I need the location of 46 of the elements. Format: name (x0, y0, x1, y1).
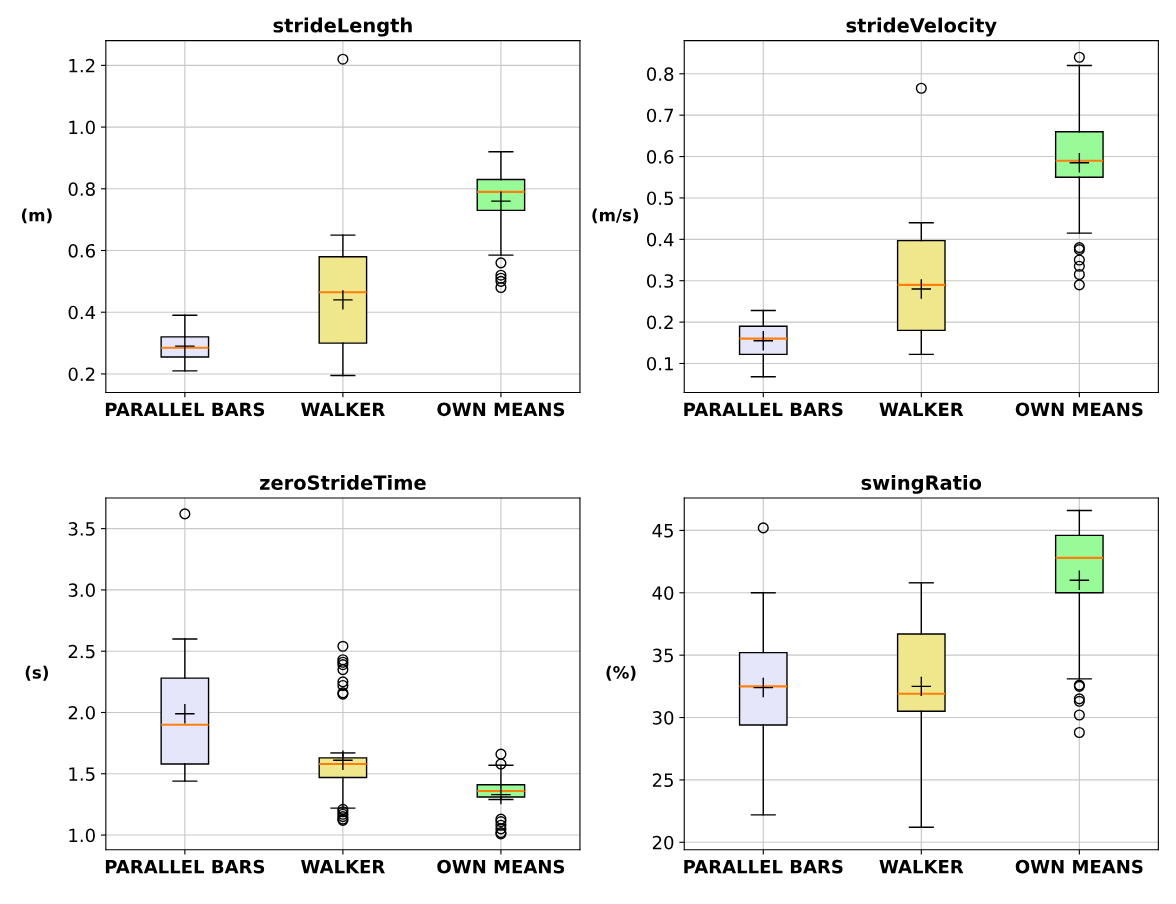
x-tick-label: OWN MEANS (1015, 402, 1143, 417)
y-axis-title: (m/s) (592, 208, 639, 224)
y-tick-label: 40 (652, 586, 674, 600)
y-tick-label: 1.0 (69, 120, 95, 135)
y-tick-label: 0.1 (647, 356, 673, 371)
y-axis-title: (m) (21, 208, 52, 224)
y-tick-label: 3.5 (68, 522, 95, 536)
y-tick-label: 0.7 (647, 108, 673, 123)
x-tick-label: WALKER (879, 402, 964, 416)
y-tick-label: 0.2 (647, 315, 673, 330)
y-tick-label: 2.5 (68, 644, 95, 659)
y-tick-label: 0.4 (647, 232, 674, 247)
y-tick-label: 1.0 (69, 828, 95, 843)
y-axis-title: (%) (606, 665, 636, 681)
x-tick-label: WALKER (301, 402, 385, 416)
chart-title: strideVelocity (846, 17, 997, 37)
x-tick-label: WALKER (301, 860, 385, 874)
x-tick-label: OWN MEANS (1015, 859, 1143, 874)
y-tick-label: 3.0 (68, 583, 95, 598)
y-tick-label: 0.2 (68, 367, 95, 382)
y-tick-label: 0.3 (647, 274, 674, 288)
y-tick-label: 1.5 (69, 767, 95, 781)
chart-title: swingRatio (861, 474, 982, 494)
y-tick-label: 35 (652, 648, 673, 663)
y-tick-label: 20 (652, 835, 674, 850)
y-tick-label: 25 (652, 773, 673, 788)
y-tick-label: 0.5 (647, 191, 673, 206)
x-tick-label: OWN MEANS (437, 402, 565, 417)
x-tick-label: PARALLEL BARS (105, 402, 265, 417)
y-tick-label: 0.8 (68, 182, 95, 196)
x-tick-label: OWN MEANS (437, 859, 565, 874)
y-tick-label: 0.6 (647, 150, 674, 164)
chart-title: strideLength (273, 17, 412, 37)
y-tick-label: 1.2 (69, 58, 95, 73)
y-tick-label: 0.8 (647, 67, 674, 81)
y-axis-title: (s) (25, 665, 48, 681)
x-tick-label: PARALLEL BARS (684, 402, 843, 417)
x-tick-label: PARALLEL BARS (105, 859, 265, 874)
y-tick-label: 0.4 (68, 305, 96, 320)
x-tick-label: WALKER (879, 860, 964, 874)
y-tick-label: 0.6 (68, 243, 95, 258)
y-tick-label: 45 (652, 524, 673, 538)
y-tick-label: 2.0 (68, 705, 95, 720)
chart-title: zeroStrideTime (260, 474, 426, 490)
x-tick-label: PARALLEL BARS (684, 859, 843, 874)
y-tick-label: 30 (652, 710, 674, 725)
